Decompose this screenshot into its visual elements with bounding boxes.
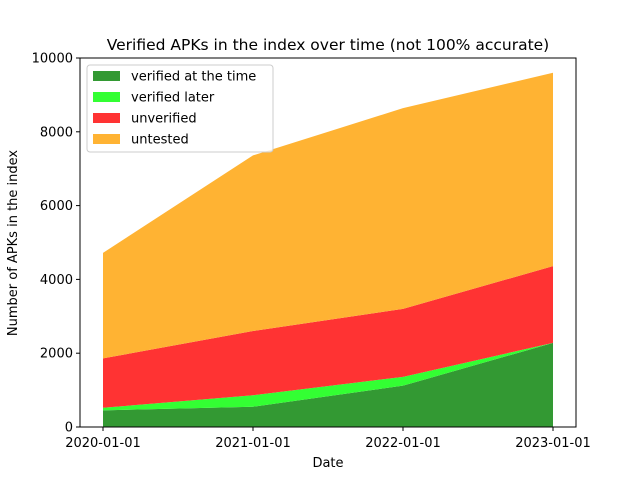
legend-box (86, 64, 274, 153)
x-tick-label: 2022-01-01 (365, 436, 441, 451)
legend-label: verified at the time (131, 70, 256, 85)
y-tick-label: 2000 (40, 347, 73, 362)
series-areas (103, 72, 553, 427)
x-axis-label: Date (312, 456, 343, 471)
y-tick-label: 8000 (40, 125, 73, 140)
area-series-3 (103, 266, 553, 408)
legend-label: unverified (131, 112, 197, 127)
legend-swatch (93, 92, 120, 102)
legend-label: verified later (131, 91, 215, 106)
legend-label: untested (131, 133, 189, 148)
x-tick-label: 2020-01-01 (65, 436, 141, 451)
y-tick-label: 0 (65, 421, 73, 436)
y-axis-label: Number of APKs in the index (6, 150, 21, 337)
y-tick-label: 10000 (32, 52, 73, 67)
area-series-4 (103, 72, 553, 359)
legend: verified at the time verified later unveri… (86, 64, 274, 153)
legend-swatch (93, 71, 120, 81)
area-series-1 (103, 342, 553, 427)
y-tick-label: 4000 (40, 273, 73, 288)
legend-swatch (93, 113, 120, 123)
x-tick-label: 2021-01-01 (215, 436, 291, 451)
x-tick-label: 2023-01-01 (515, 436, 591, 451)
legend-swatch (93, 134, 120, 144)
chart-title: Verified APKs in the index over time (no… (107, 36, 549, 54)
plot-frame (79, 57, 577, 428)
x-axis: 2020-01-01 2021-01-01 2022-01-01 2023-01-01 (65, 427, 591, 451)
y-tick-label: 6000 (40, 199, 73, 214)
y-axis: 0 2000 4000 6000 8000 10000 (32, 52, 80, 436)
